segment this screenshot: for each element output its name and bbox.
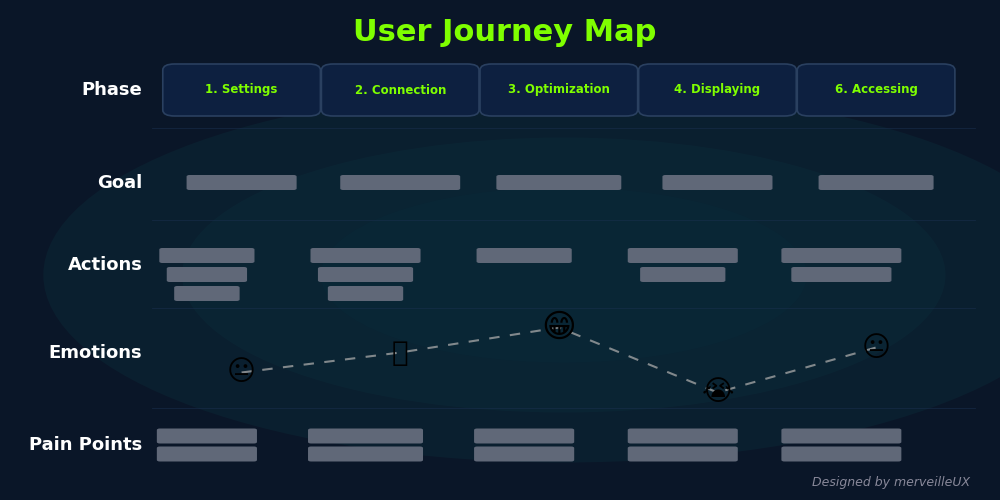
FancyBboxPatch shape: [321, 64, 479, 116]
Text: 4. Displaying: 4. Displaying: [674, 84, 761, 96]
FancyBboxPatch shape: [819, 175, 934, 190]
Text: Emotions: Emotions: [49, 344, 142, 361]
FancyBboxPatch shape: [480, 64, 638, 116]
FancyBboxPatch shape: [318, 267, 413, 282]
Text: 1. Settings: 1. Settings: [205, 84, 278, 96]
Text: User Journey Map: User Journey Map: [353, 18, 656, 47]
Text: Phase: Phase: [82, 81, 142, 99]
Text: Pain Points: Pain Points: [29, 436, 142, 454]
Text: 2. Connection: 2. Connection: [355, 84, 446, 96]
FancyBboxPatch shape: [163, 64, 320, 116]
FancyBboxPatch shape: [781, 446, 901, 462]
Text: 😐: 😐: [862, 334, 891, 361]
Ellipse shape: [182, 138, 945, 412]
FancyBboxPatch shape: [187, 175, 297, 190]
FancyBboxPatch shape: [340, 175, 460, 190]
FancyBboxPatch shape: [157, 428, 257, 444]
FancyBboxPatch shape: [781, 248, 901, 263]
FancyBboxPatch shape: [328, 286, 403, 301]
Text: Actions: Actions: [68, 256, 142, 274]
Ellipse shape: [43, 88, 1000, 462]
FancyBboxPatch shape: [640, 267, 725, 282]
FancyBboxPatch shape: [474, 446, 574, 462]
FancyBboxPatch shape: [310, 248, 421, 263]
FancyBboxPatch shape: [781, 428, 901, 444]
Text: 😐: 😐: [227, 358, 256, 386]
Text: Designed by merveilleUX: Designed by merveilleUX: [812, 476, 970, 489]
FancyBboxPatch shape: [791, 267, 891, 282]
FancyBboxPatch shape: [477, 248, 572, 263]
FancyBboxPatch shape: [496, 175, 621, 190]
Text: Goal: Goal: [97, 174, 142, 192]
FancyBboxPatch shape: [628, 428, 738, 444]
FancyBboxPatch shape: [628, 446, 738, 462]
FancyBboxPatch shape: [797, 64, 955, 116]
Ellipse shape: [321, 188, 807, 362]
Text: 🙂: 🙂: [392, 338, 409, 366]
Text: 😁: 😁: [541, 311, 576, 344]
FancyBboxPatch shape: [308, 428, 423, 444]
FancyBboxPatch shape: [662, 175, 772, 190]
Text: 3. Optimization: 3. Optimization: [508, 84, 610, 96]
Text: 6. Accessing: 6. Accessing: [835, 84, 918, 96]
FancyBboxPatch shape: [157, 446, 257, 462]
FancyBboxPatch shape: [639, 64, 796, 116]
FancyBboxPatch shape: [174, 286, 240, 301]
FancyBboxPatch shape: [159, 248, 254, 263]
FancyBboxPatch shape: [628, 248, 738, 263]
FancyBboxPatch shape: [474, 428, 574, 444]
Text: 😭: 😭: [701, 378, 734, 406]
FancyBboxPatch shape: [167, 267, 247, 282]
FancyBboxPatch shape: [308, 446, 423, 462]
